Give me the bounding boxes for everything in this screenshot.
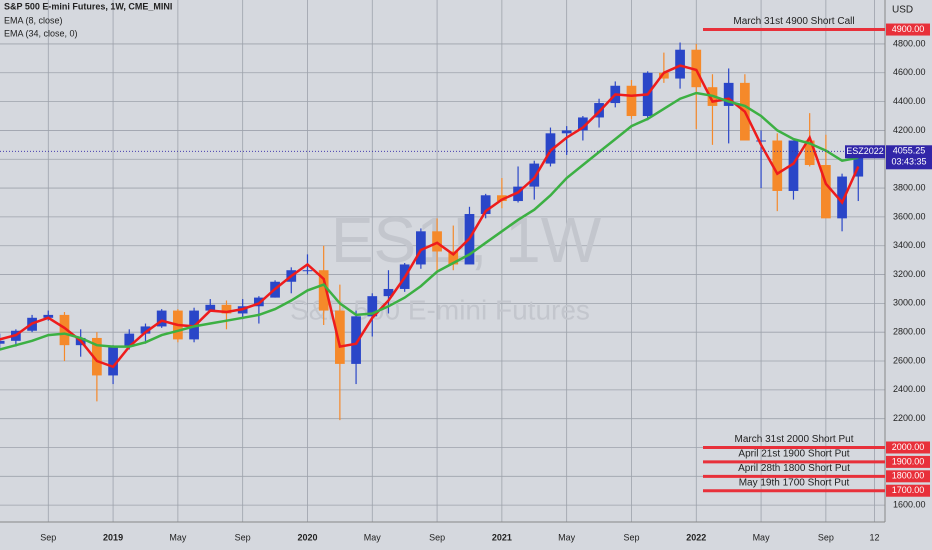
annotation-price: 4900.00	[892, 24, 925, 34]
y-tick-label: 2800.00	[893, 327, 926, 337]
y-tick-label: 4400.00	[893, 96, 926, 106]
candle-body	[561, 130, 572, 134]
candle-body	[723, 82, 734, 106]
candle-body	[788, 140, 799, 191]
countdown-label: 03:43:35	[891, 157, 926, 167]
y-tick-label: 4600.00	[893, 67, 926, 77]
annotation-price-box	[886, 23, 930, 36]
x-tick-label: 2022	[686, 532, 706, 542]
annotation-text: March 31st 4900 Short Call	[733, 16, 854, 27]
candle-body	[837, 176, 847, 219]
candle-body	[675, 49, 685, 79]
candle-body	[124, 333, 135, 347]
y-tick-label: 3400.00	[893, 240, 926, 250]
candle-body	[367, 296, 378, 317]
y-tick-label: 3600.00	[893, 211, 926, 221]
currency-label: USD	[892, 5, 913, 16]
x-tick-label: Sep	[818, 532, 834, 542]
candle-body	[578, 117, 588, 131]
candle-body	[221, 304, 232, 314]
annotation-text: March 31st 2000 Short Put	[735, 434, 854, 445]
candle-body	[416, 231, 426, 265]
x-tick-label: May	[169, 532, 187, 542]
annotation-text: April 28th 1800 Short Put	[738, 463, 850, 474]
x-tick-label: Sep	[623, 532, 639, 542]
x-tick-label: 12	[869, 532, 879, 542]
y-tick-label: 2600.00	[893, 355, 926, 365]
annotation-price-box	[886, 484, 930, 497]
symbol-label: ESZ2022	[846, 146, 884, 156]
x-tick-label: Sep	[429, 532, 445, 542]
candle-body	[140, 326, 151, 334]
candle-body	[383, 288, 394, 297]
candle-body	[318, 270, 329, 311]
candle-body	[335, 310, 345, 364]
candle-body	[545, 133, 556, 164]
candle-body	[804, 140, 815, 166]
y-tick-label: 2200.00	[893, 413, 926, 423]
candle-body	[480, 195, 491, 215]
y-tick-label: 1600.00	[893, 500, 926, 510]
y-tick-label: 3000.00	[893, 298, 926, 308]
annotation-price: 1900.00	[892, 456, 925, 466]
annotation-text: April 21st 1900 Short Put	[738, 449, 849, 460]
x-tick-label: Sep	[235, 532, 251, 542]
candle-body	[351, 316, 361, 364]
annotation-price-box	[886, 470, 930, 483]
x-tick-label: Sep	[40, 532, 56, 542]
candle-body	[497, 195, 507, 202]
candle-body	[205, 304, 216, 311]
y-tick-label: 4800.00	[893, 38, 926, 48]
last-price-label: 4055.25	[893, 146, 926, 156]
candle-body	[853, 151, 864, 177]
last-price-box	[886, 145, 932, 170]
x-tick-label: 2021	[492, 532, 512, 542]
annotation-text: May 19th 1700 Short Put	[739, 477, 850, 488]
candle-body	[772, 140, 783, 191]
candle-body	[43, 314, 54, 318]
indicator-label: EMA (34, close, 0)	[4, 28, 78, 38]
candle-body	[691, 49, 702, 88]
x-tick-label: 2019	[103, 532, 123, 542]
candle-body	[432, 231, 442, 252]
y-tick-label: 3800.00	[893, 182, 926, 192]
annotation-price-box	[886, 455, 930, 468]
annotation-price: 1700.00	[892, 485, 925, 495]
ema-line	[0, 64, 860, 369]
indicator-label: EMA (8, close)	[4, 15, 63, 25]
x-tick-label: May	[753, 532, 771, 542]
candle-body	[626, 85, 637, 117]
y-tick-label: 3200.00	[893, 269, 926, 279]
candle-body	[302, 270, 313, 272]
annotation-price: 2000.00	[892, 442, 925, 452]
ema-line	[0, 91, 859, 351]
candle-body	[108, 346, 118, 376]
candle-body	[0, 340, 5, 344]
y-tick-label: 4200.00	[893, 125, 926, 135]
candle-body	[529, 163, 540, 187]
chart-title: S&P 500 E-mini Futures, 1W, CME_MINI	[4, 1, 172, 11]
candle-body	[756, 140, 766, 142]
candle-body	[448, 251, 459, 265]
candle-body	[156, 310, 167, 327]
candle-body	[513, 186, 523, 202]
annotation-price-box	[886, 441, 930, 454]
x-tick-label: May	[364, 532, 382, 542]
annotation-price: 1800.00	[892, 471, 925, 481]
candle-body	[92, 337, 102, 376]
x-tick-label: 2020	[297, 532, 317, 542]
symbol-box	[845, 145, 885, 159]
candle-body	[659, 72, 669, 79]
x-tick-label: May	[558, 532, 576, 542]
candle-body	[59, 314, 70, 346]
candle-body	[821, 165, 831, 219]
y-tick-label: 2400.00	[893, 384, 926, 394]
